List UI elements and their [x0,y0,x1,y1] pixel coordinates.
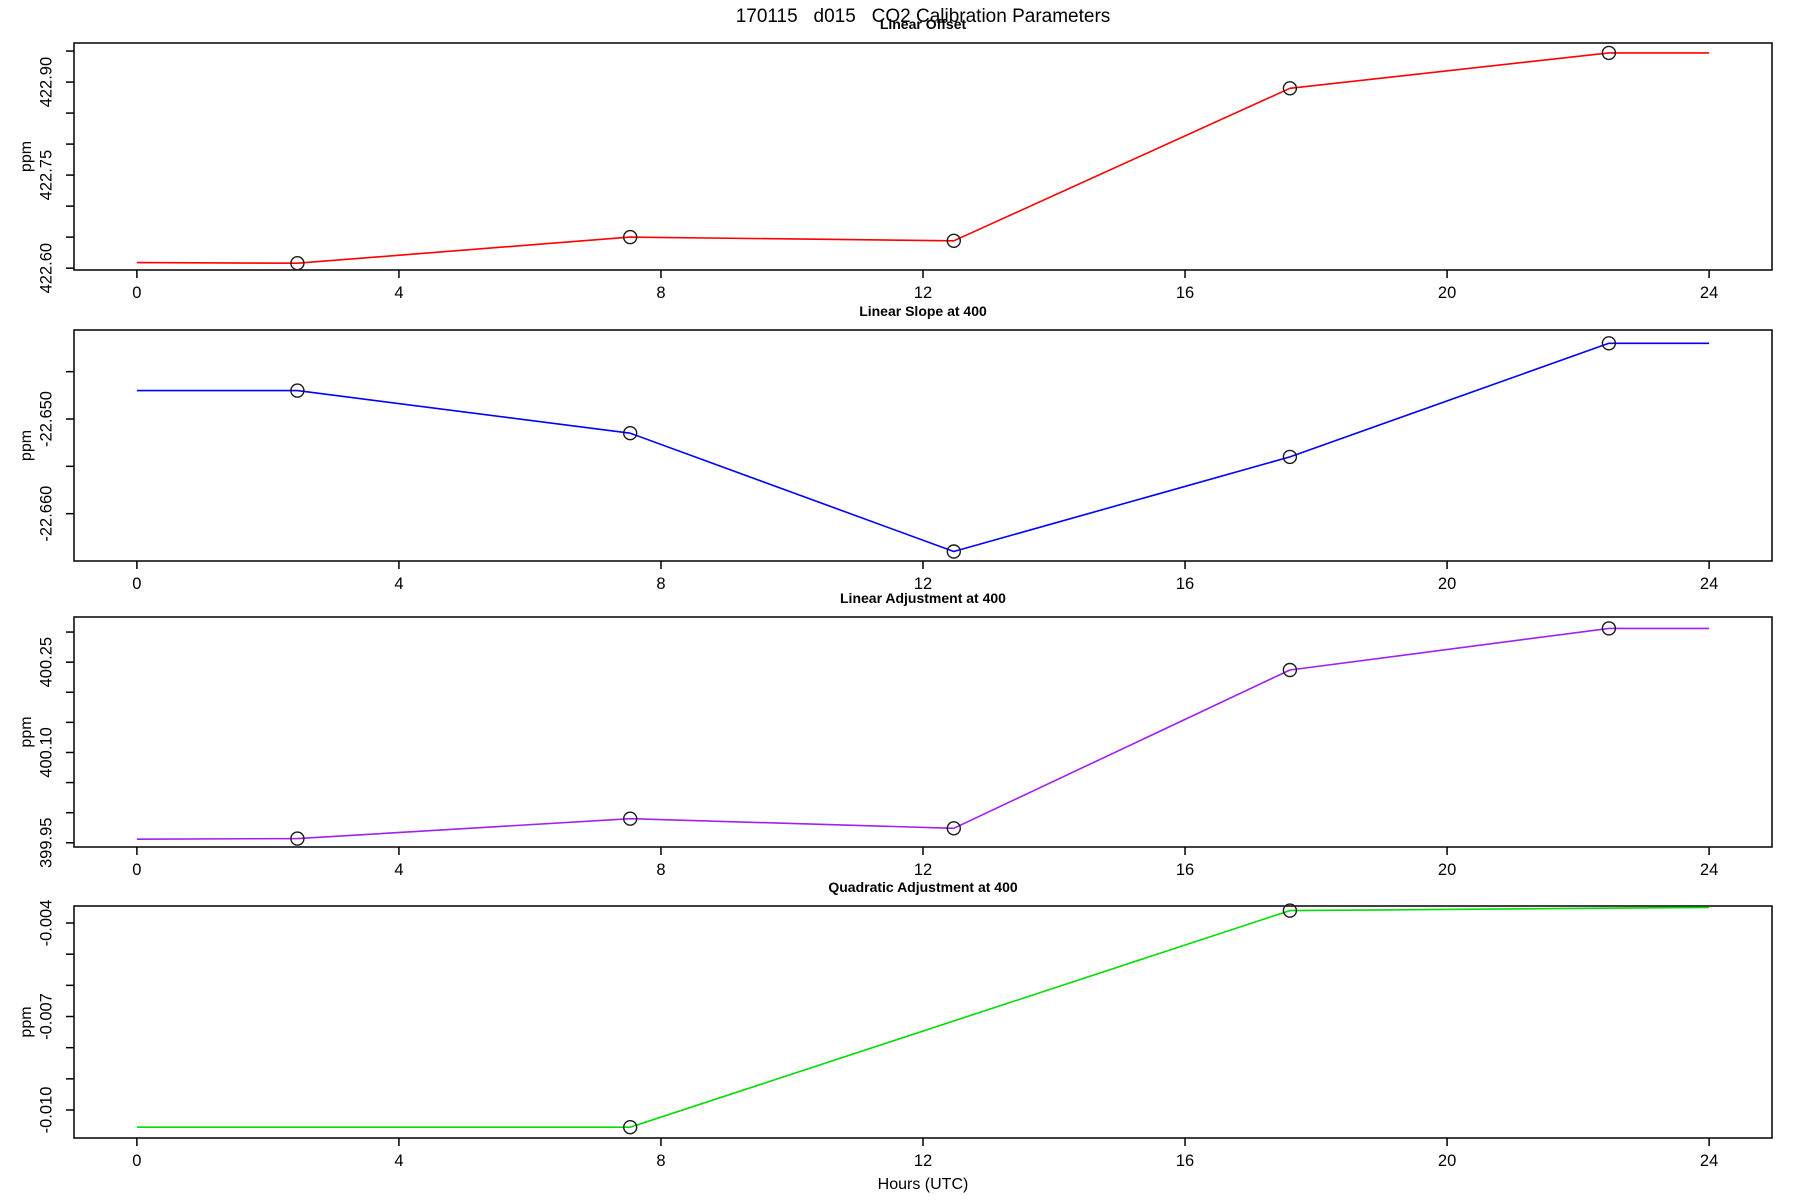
y-tick-label: 400.10 [37,727,55,777]
x-tick-label: 16 [1176,1152,1194,1170]
data-point [290,383,305,398]
y-tick-label: -0.004 [37,900,55,947]
data-point [623,1119,638,1135]
panel-linear-offset: 422.60 422.75 422.90 ppm 0 4 8 12 16 20 24 [18,42,1773,302]
series-line-quadratic-adjustment-at-400 [136,906,1710,1128]
x-tick-label: 0 [132,284,141,302]
y-tick-label: 422.75 [37,150,55,200]
data-point [290,831,305,846]
data-point [1601,621,1617,636]
panel-title-linear-slope: Linear Slope at 400 [859,303,987,319]
x-tick-label: 4 [394,1152,403,1170]
x-tick-label: 8 [656,575,665,593]
y-axis-unit-label: ppm [18,141,35,172]
panel-box [73,42,1773,271]
data-point [1601,45,1617,61]
x-tick-label: 24 [1700,575,1718,593]
data-point [1282,903,1298,918]
y-tick-label: -0.007 [37,993,55,1040]
x-tick-label: 4 [394,284,403,302]
y-tick-label: 422.60 [37,243,55,293]
x-tick-label: 0 [132,575,141,593]
y-axis-unit-label: ppm [18,430,35,461]
x-tick-label: 16 [1176,861,1194,879]
x-tick-label: 20 [1438,861,1456,879]
y-tick-label: 399.95 [37,818,55,868]
x-tick-label: 0 [132,1152,141,1170]
panel-title-linear-adjustment: Linear Adjustment at 400 [840,590,1006,606]
y-tick-label: -0.010 [37,1087,55,1134]
x-tick-label: 16 [1176,284,1194,302]
y-tick-label: -22.660 [37,486,55,542]
series-line-linear-slope-at-400 [136,342,1710,553]
x-axis-label: Hours (UTC) [877,1176,969,1193]
x-tick-label: 12 [914,861,932,879]
series-line-linear-adjustment-at-400 [136,627,1710,841]
x-tick-label: 20 [1438,284,1456,302]
data-point [946,544,961,559]
x-tick-label: 8 [656,284,665,302]
panel-box [73,905,1773,1139]
x-tick-label: 20 [1438,1152,1456,1170]
data-point [1282,662,1298,678]
panel-box [73,616,1773,848]
panel-title-quadratic-adjustment: Quadratic Adjustment at 400 [828,879,1018,895]
data-point [290,256,305,271]
x-tick-label: 24 [1700,284,1718,302]
x-tick-label: 4 [394,575,403,593]
x-tick-label: 24 [1700,861,1718,879]
y-tick-label: 400.25 [37,637,55,687]
data-point [623,811,638,826]
y-tick-label: -22.650 [37,391,55,447]
x-tick-label: 20 [1438,575,1456,593]
x-tick-label: 12 [914,575,932,593]
y-tick-label: 422.90 [37,57,55,107]
panel-box [73,329,1773,562]
x-tick-label: 8 [656,1152,665,1170]
series-line-linear-offset [136,52,1710,265]
page-title: 170115 d015 CO2 Calibration Parameters [735,6,1111,27]
x-tick-label: 12 [914,284,932,302]
x-tick-label: 0 [132,861,141,879]
x-tick-label: 4 [394,861,403,879]
y-axis-unit-label: ppm [18,1006,35,1037]
y-axis-unit-label: ppm [18,716,35,747]
x-tick-label: 16 [1176,575,1194,593]
data-point [1282,81,1298,96]
x-tick-label: 24 [1700,1152,1718,1170]
data-point [1282,449,1298,465]
data-point [623,229,638,245]
panel-linear-adjustment-at-400: 399.95 400.10 400.25 ppm 0 4 8 12 16 20 24 [18,616,1773,879]
panel-quadratic-adjustment-at-400: -0.010 -0.007 -0.004 ppm 0 4 8 12 16 20 24 [18,900,1773,1170]
x-tick-label: 8 [656,861,665,879]
data-point [946,821,961,836]
data-point [1601,336,1617,351]
x-tick-label: 12 [914,1152,932,1170]
data-point [623,426,638,441]
data-point [946,233,961,249]
panel-title-linear-offset: Linear Offset [879,16,967,32]
